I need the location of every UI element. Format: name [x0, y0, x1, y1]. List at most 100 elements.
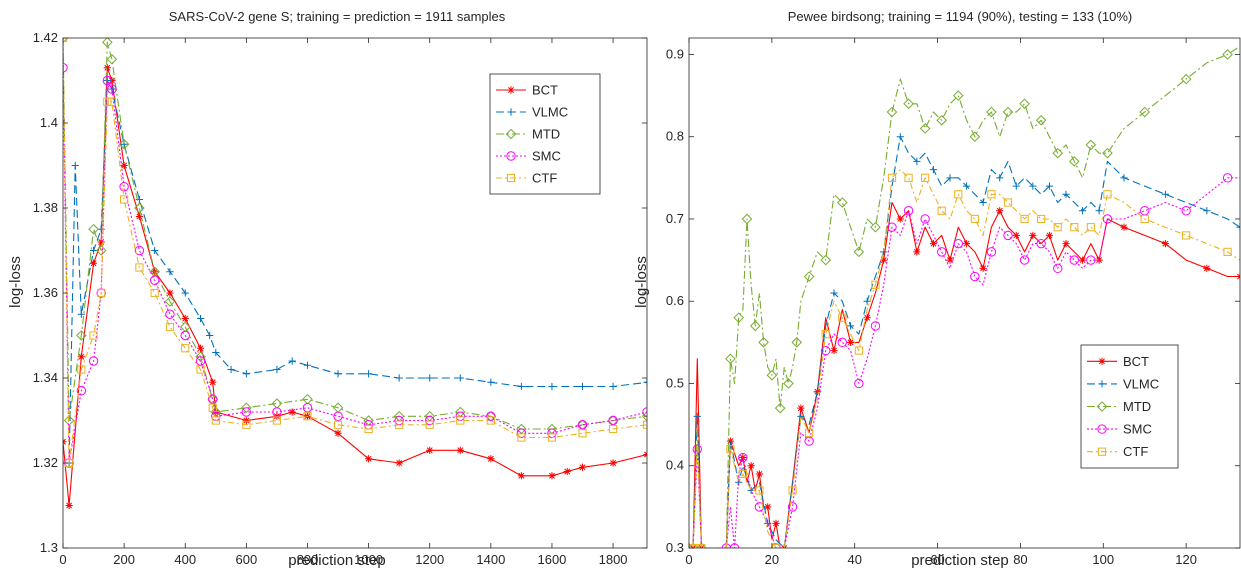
marker-square: [89, 331, 98, 340]
marker-circle: [754, 502, 765, 512]
x-tick-label: 120: [1175, 552, 1197, 567]
marker-square: [1103, 190, 1112, 199]
marker-square: [506, 173, 516, 183]
marker-square: [242, 420, 251, 429]
marker-circle: [208, 394, 218, 404]
marker-plus: [288, 357, 296, 365]
marker-plus: [896, 133, 904, 141]
marker-square: [456, 416, 465, 425]
x-tick-label: 1000: [354, 552, 383, 567]
legend-entry-mtd: MTD: [1087, 399, 1151, 414]
marker-asterisk: [334, 429, 342, 437]
marker-square: [1086, 223, 1095, 232]
marker-square: [871, 280, 880, 289]
x-tick-label: 1200: [415, 552, 444, 567]
legend-entry-ctf: CTF: [496, 171, 557, 186]
marker-diamond: [791, 337, 803, 348]
series-ctf: [63, 38, 647, 468]
marker-square: [1182, 231, 1191, 240]
marker-asterisk: [896, 215, 904, 223]
marker-diamond: [766, 369, 778, 381]
marker-plus: [846, 322, 855, 330]
marker-asterisk: [166, 289, 174, 297]
marker-square: [987, 190, 996, 199]
marker-diamond: [952, 90, 964, 101]
marker-diamond: [1139, 106, 1151, 118]
x-tick-label: 20: [765, 552, 779, 567]
legend-label: SMC: [1123, 422, 1152, 437]
marker-asterisk: [1161, 240, 1170, 248]
marker-diamond: [986, 106, 997, 118]
marker-diamond: [936, 114, 948, 126]
marker-diamond: [134, 202, 145, 214]
marker-diamond: [870, 221, 881, 233]
marker-circle: [88, 356, 99, 366]
marker-diamond: [803, 271, 815, 282]
y-tick-label: 0.6: [666, 293, 684, 308]
series-line-mtd: [692, 45, 1240, 548]
legend-label: MTD: [1123, 399, 1151, 414]
series-line-vlmc: [692, 136, 1240, 548]
marker-asterisk: [364, 455, 373, 463]
marker-square: [904, 173, 913, 182]
legend-entry-bct: BCT: [1087, 354, 1149, 369]
marker-diamond: [783, 378, 794, 389]
legend: BCT VLMC MTD SMC CTF: [1080, 344, 1179, 469]
marker-square: [181, 344, 190, 353]
x-tick-label: 100: [1092, 552, 1114, 567]
marker-plus: [334, 370, 342, 378]
marker-diamond: [1052, 147, 1064, 159]
marker-circle: [302, 403, 313, 413]
marker-diamond: [886, 106, 898, 118]
legend-label: BCT: [532, 83, 558, 98]
marker-diamond: [1096, 401, 1108, 412]
marker-plus: [242, 370, 250, 378]
marker-circle: [608, 415, 618, 426]
marker-plus: [1161, 190, 1170, 198]
marker-plus: [426, 374, 434, 382]
marker-plus: [71, 161, 79, 170]
marker-diamond: [853, 246, 865, 258]
marker-diamond: [1019, 98, 1030, 110]
marker-plus: [764, 519, 772, 527]
marker-asterisk: [1120, 223, 1128, 231]
marker-diamond: [733, 312, 745, 323]
marker-asterisk: [1045, 231, 1054, 240]
marker-square: [150, 288, 159, 298]
marker-circle: [1097, 424, 1107, 434]
marker-plus: [929, 166, 938, 174]
marker-diamond: [969, 131, 981, 143]
chart-pewee-birdsong: Pewee birdsong; training = 1194 (90%), t…: [633, 9, 1241, 569]
marker-circle: [1069, 255, 1079, 265]
marker-square: [120, 195, 129, 204]
marker-square: [272, 416, 282, 425]
marker-diamond: [725, 353, 736, 365]
series-line-smc: [63, 67, 647, 464]
marker-diamond: [505, 128, 517, 140]
marker-asterisk: [797, 404, 805, 412]
marker-asterisk: [846, 338, 855, 346]
x-tick-label: 40: [847, 552, 861, 567]
marker-square: [1097, 447, 1107, 456]
legend-entry-vlmc: VLMC: [1087, 376, 1159, 391]
marker-circle: [738, 452, 748, 463]
x-tick-label: 1800: [599, 552, 628, 567]
marker-plus: [609, 382, 617, 391]
marker-plus: [206, 331, 214, 340]
marker-diamond: [689, 542, 699, 548]
series-mtd: [689, 45, 1240, 548]
marker-asterisk: [196, 344, 205, 352]
marker-diamond: [1222, 49, 1233, 60]
y-tick-label: 1.4: [40, 115, 58, 130]
marker-plus: [979, 198, 987, 207]
marker-plus: [1045, 182, 1054, 190]
marker-plus: [212, 348, 220, 357]
marker-asterisk: [548, 472, 556, 480]
legend-entry-mtd: MTD: [496, 127, 560, 142]
marker-asterisk: [863, 314, 871, 322]
marker-square: [755, 486, 764, 495]
marker-asterisk: [747, 462, 755, 470]
marker-circle: [1102, 214, 1113, 224]
marker-asterisk: [830, 346, 838, 355]
marker-asterisk: [1029, 231, 1037, 240]
